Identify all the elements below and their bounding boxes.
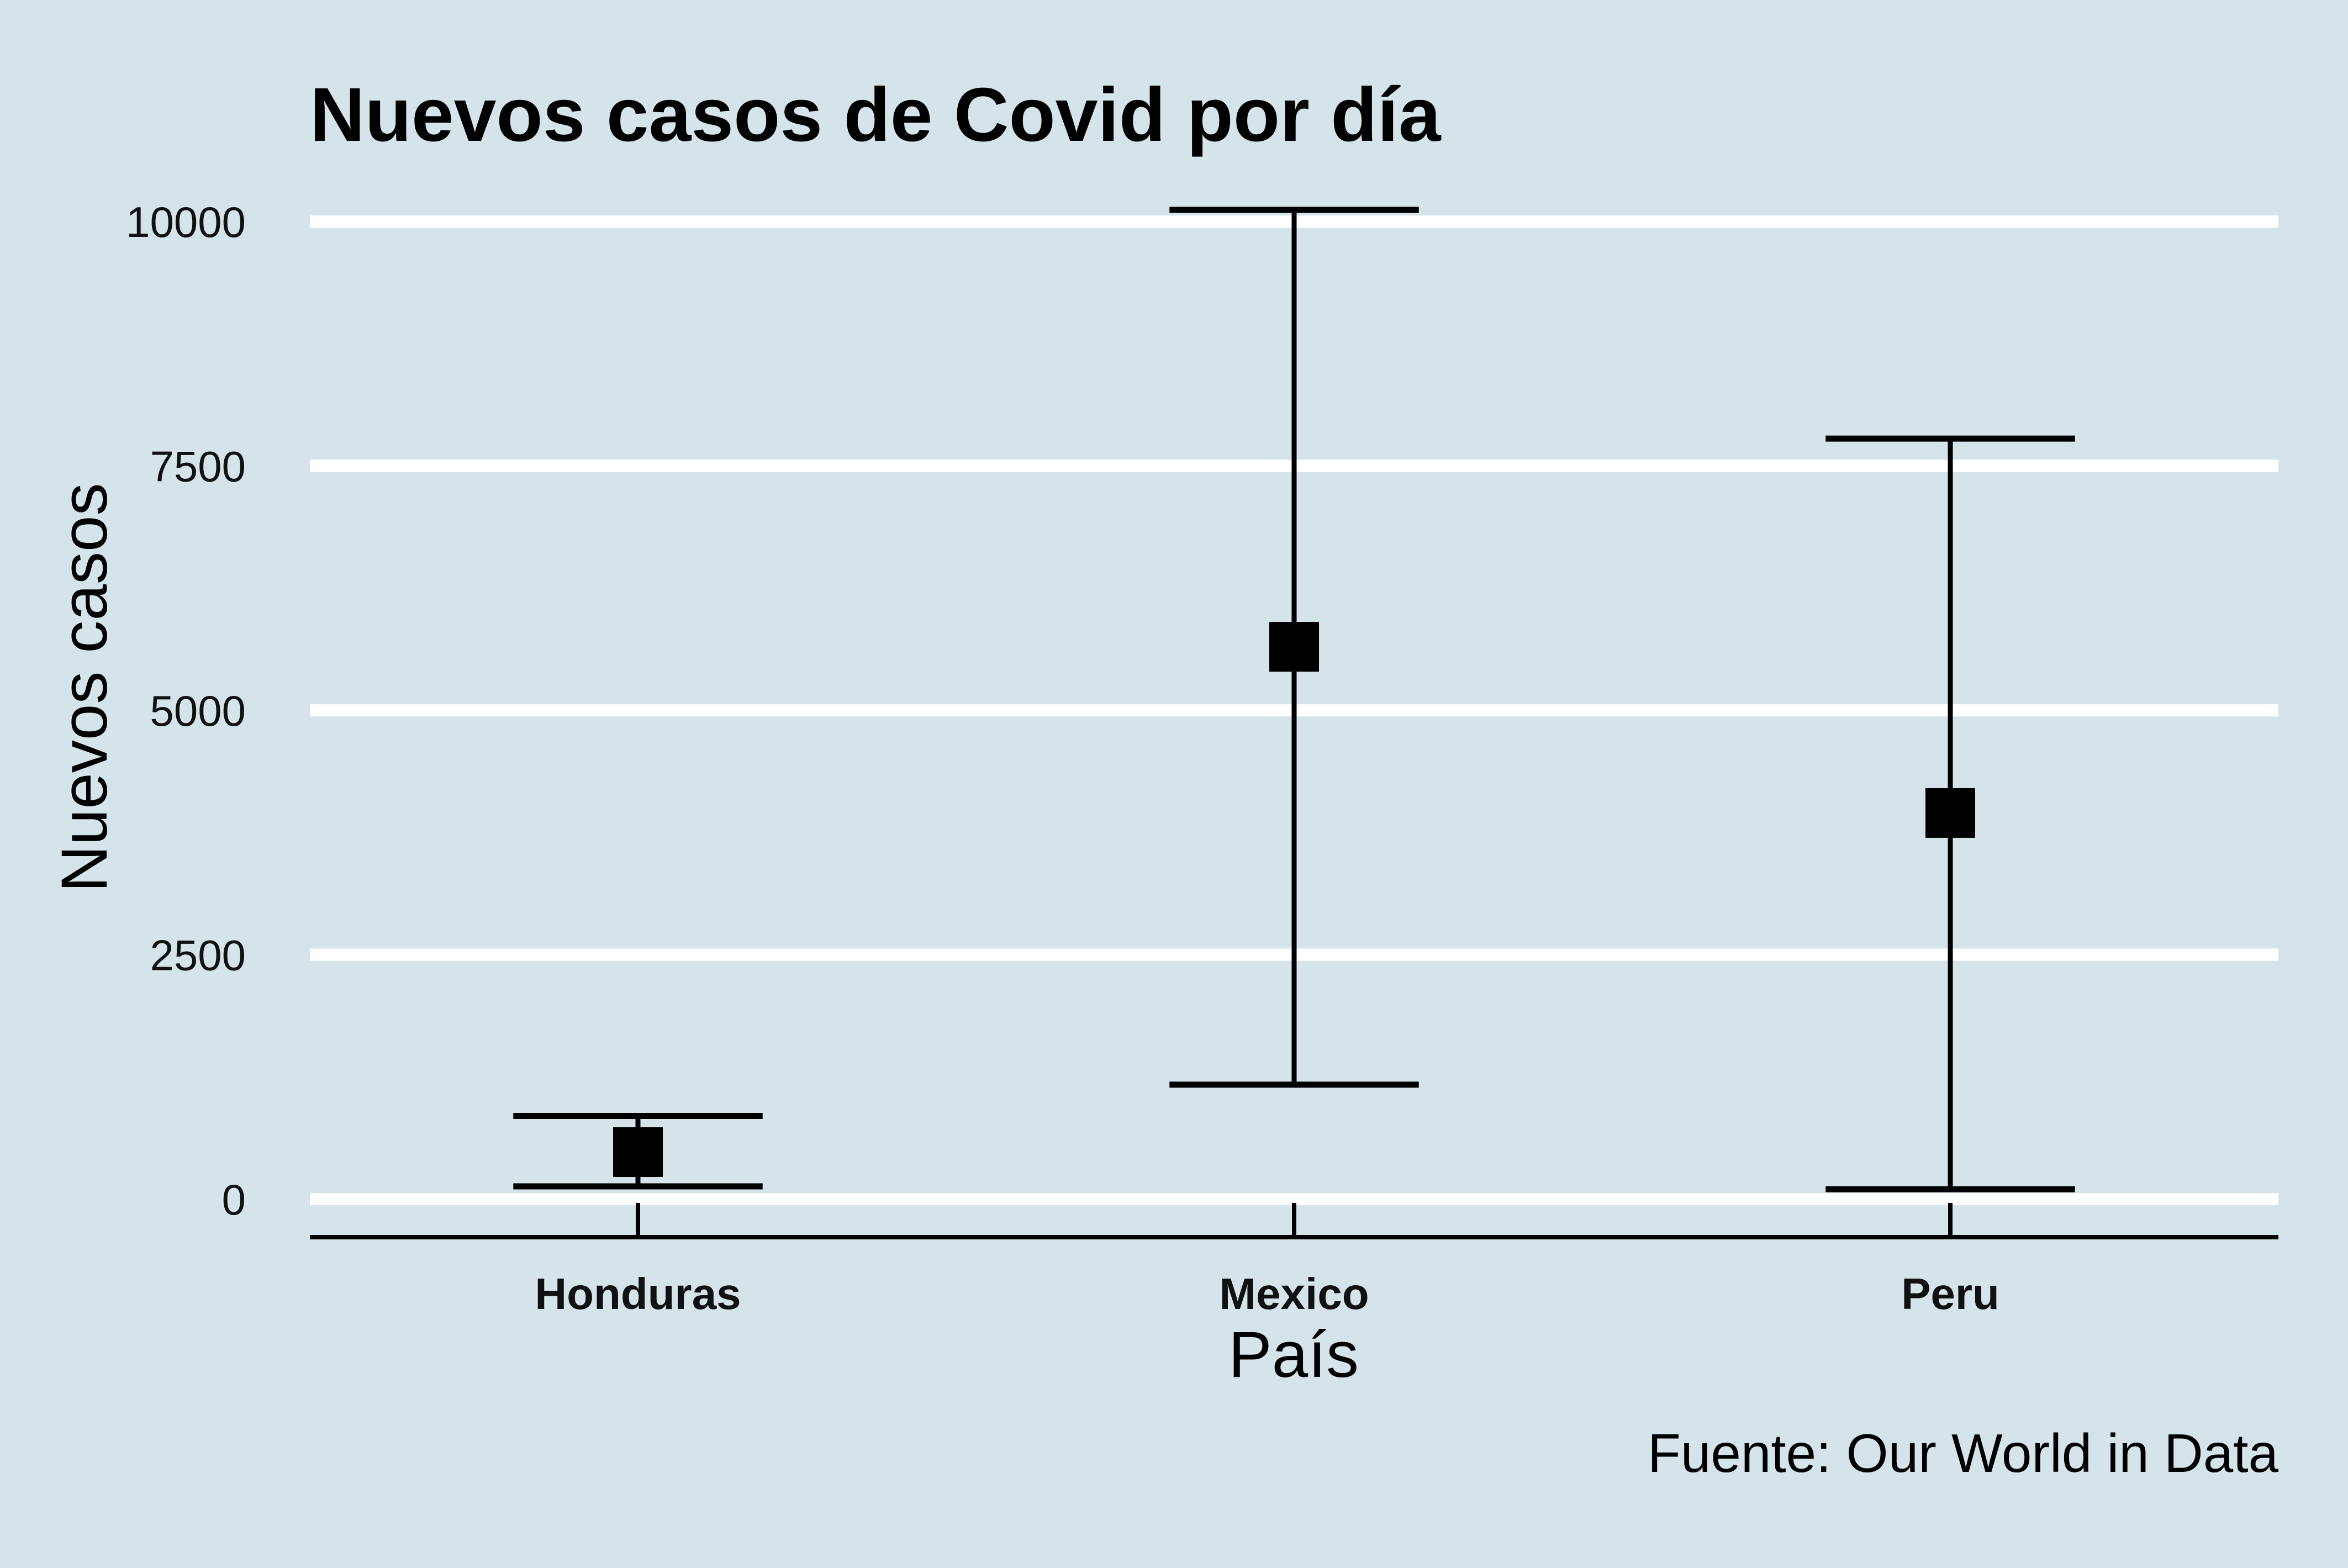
y-tick-label-0: 0 [222,1175,246,1224]
x-axis-title: País [1228,1318,1359,1391]
x-tick-label-honduras: Honduras [535,1269,741,1318]
y-tick-label-10000: 10000 [126,198,246,246]
y-tick-labels: 0 2500 5000 7500 10000 [126,198,246,1224]
chart-caption: Fuente: Our World in Data [1648,1423,2279,1483]
y-tick-label-5000: 5000 [150,687,246,735]
point-peru [1925,788,1975,838]
x-tick-label-mexico: Mexico [1219,1269,1369,1318]
point-honduras [613,1127,663,1178]
point-markers [613,622,1975,1178]
y-tick-label-7500: 7500 [150,442,246,491]
x-axis-ticks [636,1203,1953,1237]
x-tick-label-peru: Peru [1901,1269,1999,1318]
point-mexico [1269,622,1319,672]
x-tick-labels: Honduras Mexico Peru [535,1269,1999,1318]
y-tick-label-2500: 2500 [150,931,246,980]
chart-title: Nuevos casos de Covid por día [310,72,1442,157]
y-axis-title: Nuevos casos [48,483,121,892]
